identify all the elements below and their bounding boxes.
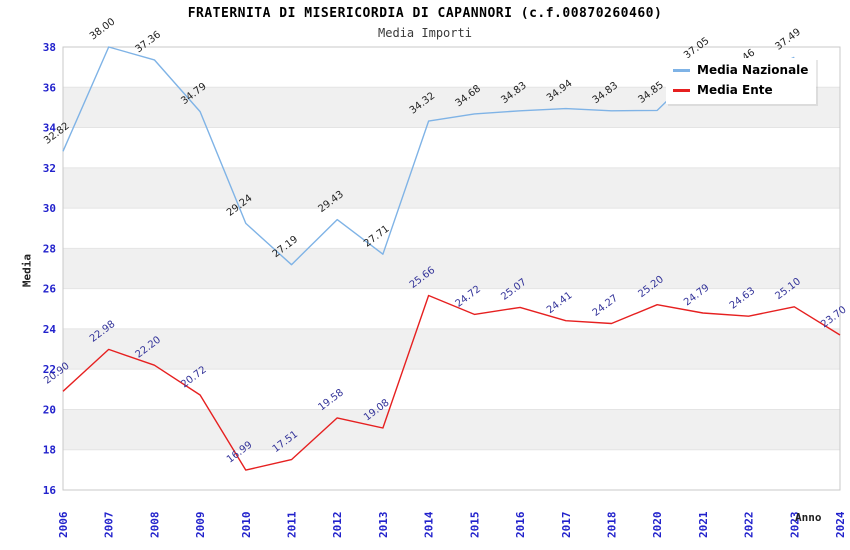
svg-text:18: 18 — [43, 444, 56, 457]
svg-text:2022: 2022 — [743, 512, 756, 539]
svg-text:2023: 2023 — [788, 512, 801, 539]
legend: Media Nazionale Media Ente — [666, 58, 816, 104]
svg-text:28: 28 — [43, 242, 56, 255]
svg-text:20: 20 — [43, 403, 56, 416]
chart-title: FRATERNITA DI MISERICORDIA DI CAPANNORI … — [187, 6, 663, 21]
svg-text:2016: 2016 — [514, 511, 527, 538]
media-ente-line-swatch-icon — [673, 88, 690, 92]
svg-text:27.71: 27.71 — [362, 224, 391, 250]
svg-text:26: 26 — [43, 283, 57, 296]
svg-text:2010: 2010 — [240, 512, 253, 539]
media-nazionale-line-swatch-icon — [673, 68, 690, 72]
y-axis-title: Media — [20, 253, 34, 288]
legend-label: Media Ente — [697, 83, 773, 97]
svg-text:37.49: 37.49 — [773, 27, 802, 53]
y-axis-tick-labels: 16 18 20 22 24 26 28 30 32 34 36 38 — [43, 41, 57, 497]
svg-text:24.63: 24.63 — [728, 286, 757, 312]
svg-text:2012: 2012 — [331, 512, 344, 539]
svg-text:2021: 2021 — [697, 511, 710, 538]
svg-text:34: 34 — [43, 122, 57, 135]
svg-text:30: 30 — [43, 202, 56, 215]
svg-text:2017: 2017 — [560, 512, 573, 539]
svg-text:2008: 2008 — [148, 512, 161, 539]
line-media-ente — [62, 294, 841, 471]
svg-text:24.27: 24.27 — [591, 293, 620, 319]
legend-item-media-nazionale: Media Nazionale — [670, 60, 816, 80]
svg-text:16: 16 — [43, 484, 57, 497]
svg-text:2013: 2013 — [377, 512, 390, 539]
svg-text:23.70: 23.70 — [819, 304, 848, 330]
svg-text:2018: 2018 — [605, 512, 618, 539]
svg-text:2014: 2014 — [423, 511, 436, 538]
x-axis-title: Anno — [795, 511, 822, 524]
plot-bands — [63, 87, 840, 450]
svg-text:24: 24 — [43, 323, 57, 336]
legend-label: Media Nazionale — [697, 63, 809, 77]
plot-border — [62, 46, 841, 491]
svg-text:32: 32 — [43, 162, 56, 175]
svg-text:22: 22 — [43, 363, 56, 376]
svg-text:2009: 2009 — [194, 512, 207, 539]
svg-text:24.41: 24.41 — [545, 290, 574, 316]
svg-text:2024: 2024 — [834, 511, 847, 538]
svg-text:38: 38 — [43, 41, 56, 54]
svg-text:2011: 2011 — [286, 511, 299, 538]
svg-text:2006: 2006 — [57, 511, 70, 538]
legend-item-media-ente: Media Ente — [670, 80, 816, 100]
svg-text:36: 36 — [43, 81, 57, 94]
svg-text:2015: 2015 — [468, 512, 481, 539]
x-axis-tick-labels: 2006 2007 2008 2009 2010 2011 2012 2013 2014 2015… — [57, 511, 847, 538]
chart-subtitle: Media Importi — [378, 26, 472, 40]
svg-text:2007: 2007 — [103, 512, 116, 539]
svg-text:2020: 2020 — [651, 512, 664, 539]
svg-text:38.00: 38.00 — [88, 16, 117, 42]
svg-text:37.36: 37.36 — [134, 29, 163, 55]
